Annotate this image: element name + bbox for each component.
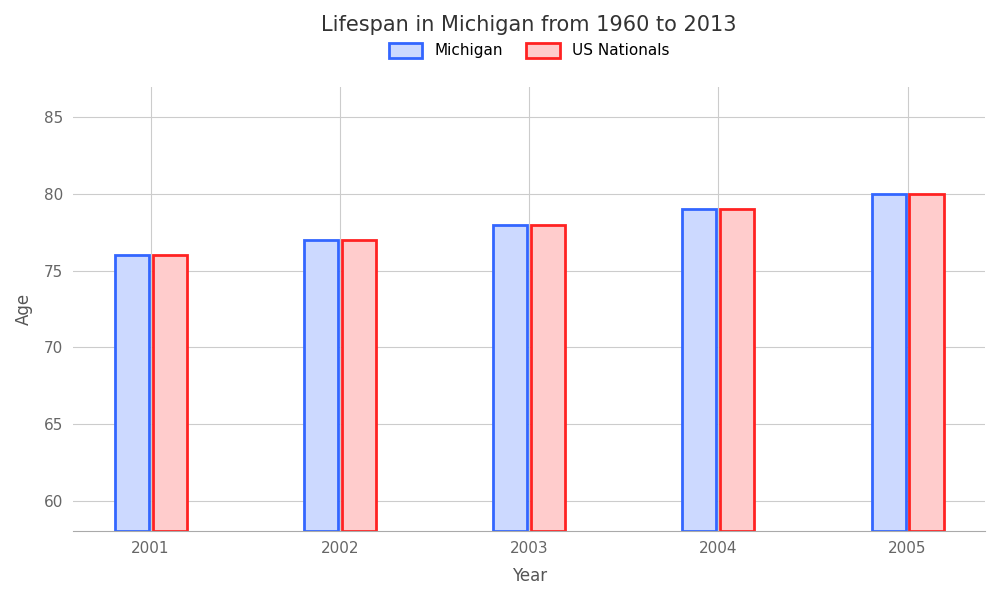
Bar bbox=[153, 255, 187, 531]
Bar bbox=[304, 240, 338, 531]
Bar bbox=[682, 209, 716, 531]
Bar bbox=[342, 240, 376, 531]
Bar bbox=[493, 224, 527, 531]
Bar bbox=[720, 209, 754, 531]
Bar bbox=[872, 194, 906, 531]
Y-axis label: Age: Age bbox=[15, 293, 33, 325]
Bar bbox=[531, 224, 565, 531]
Legend: Michigan, US Nationals: Michigan, US Nationals bbox=[383, 37, 676, 65]
Bar bbox=[909, 194, 944, 531]
Bar bbox=[115, 255, 149, 531]
X-axis label: Year: Year bbox=[512, 567, 547, 585]
Title: Lifespan in Michigan from 1960 to 2013: Lifespan in Michigan from 1960 to 2013 bbox=[321, 15, 737, 35]
